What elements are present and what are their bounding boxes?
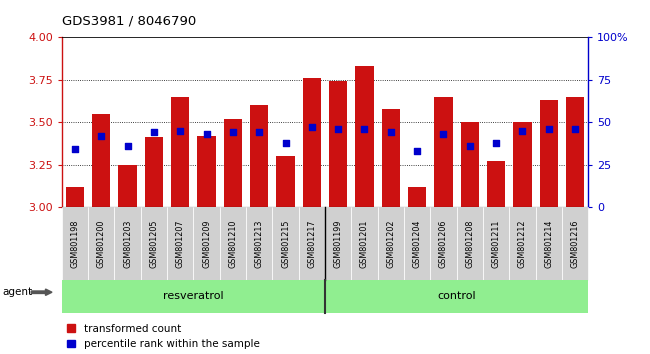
Text: GDS3981 / 8046790: GDS3981 / 8046790 [62,14,196,27]
Point [307,124,317,130]
Text: GSM801207: GSM801207 [176,219,185,268]
Point [570,126,580,132]
Text: GSM801204: GSM801204 [413,219,422,268]
Text: GSM801200: GSM801200 [97,219,106,268]
Bar [461,122,479,207]
Point [149,130,159,135]
Point [96,133,107,138]
Point [280,140,291,145]
Bar [329,81,347,207]
Bar [66,187,84,207]
Bar [250,105,268,207]
Text: GSM801209: GSM801209 [202,219,211,268]
Bar [198,136,216,207]
Text: GSM801215: GSM801215 [281,219,290,268]
Bar [514,122,532,207]
Legend: transformed count, percentile rank within the sample: transformed count, percentile rank withi… [67,324,259,349]
Bar [487,161,505,207]
Text: GSM801217: GSM801217 [307,219,317,268]
Bar [566,97,584,207]
Point [385,130,396,135]
Point [227,130,238,135]
Text: GSM801199: GSM801199 [333,219,343,268]
Text: GSM801201: GSM801201 [360,219,369,268]
Point [333,126,343,132]
Point [543,126,554,132]
Text: GSM801211: GSM801211 [491,219,500,268]
Point [491,140,501,145]
Bar [303,78,321,207]
Text: agent: agent [2,287,32,297]
Point [517,128,528,133]
Point [438,131,448,137]
Bar [224,119,242,207]
Bar [434,97,452,207]
Text: GSM801203: GSM801203 [123,219,132,268]
Bar [118,165,136,207]
Text: GSM801205: GSM801205 [150,219,159,268]
Bar [92,114,111,207]
Text: GSM801212: GSM801212 [518,219,527,268]
Bar [540,100,558,207]
Bar [382,109,400,207]
Point [70,147,80,152]
Bar [408,187,426,207]
Text: GSM801208: GSM801208 [465,219,474,268]
Text: GSM801214: GSM801214 [544,219,553,268]
Point [465,143,475,149]
Text: GSM801206: GSM801206 [439,219,448,268]
Bar [276,156,294,207]
Point [175,128,185,133]
Bar [145,137,163,207]
Text: resveratrol: resveratrol [163,291,224,302]
Text: GSM801198: GSM801198 [70,219,79,268]
Point [412,148,423,154]
Point [359,126,370,132]
Bar [356,66,374,207]
Point [254,130,265,135]
Text: GSM801216: GSM801216 [571,219,580,268]
Text: GSM801210: GSM801210 [228,219,237,268]
Point [202,131,212,137]
Point [122,143,133,149]
Bar [171,97,189,207]
Text: control: control [437,291,476,302]
Text: GSM801213: GSM801213 [255,219,264,268]
Text: GSM801202: GSM801202 [386,219,395,268]
